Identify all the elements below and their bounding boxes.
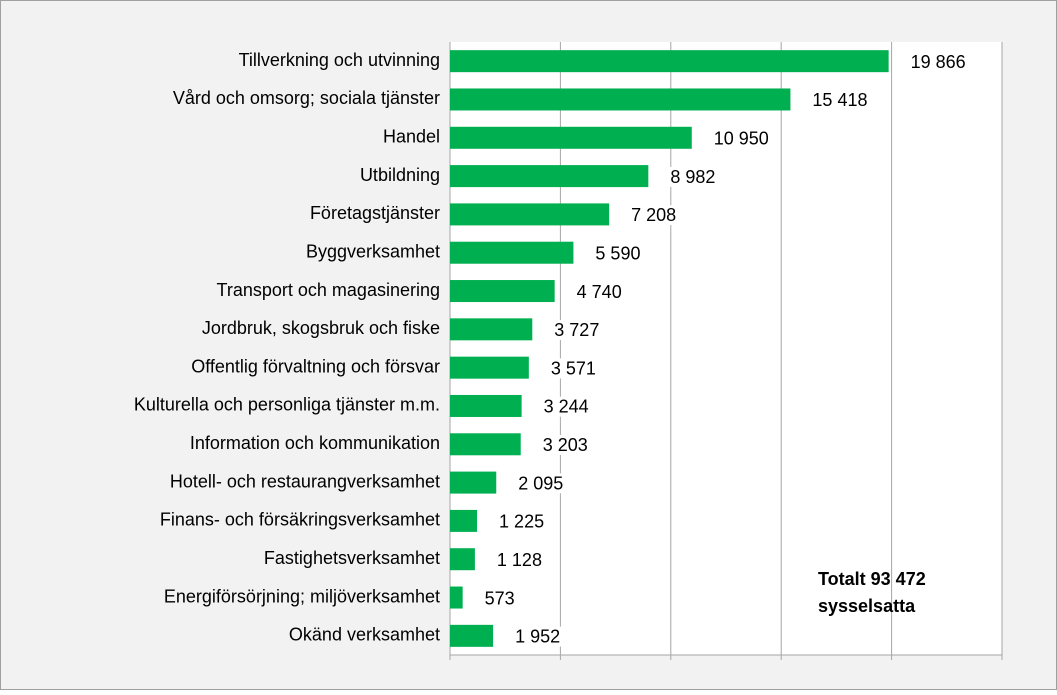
bar — [450, 356, 529, 379]
bar — [450, 241, 574, 264]
bar — [450, 624, 494, 647]
y-tick-label: Jordbruk, skogsbruk och fiske — [202, 318, 440, 338]
y-tick-label: Transport och magasinering — [217, 280, 440, 300]
bar — [450, 126, 692, 149]
value-label-bg — [906, 51, 970, 72]
value-label-bg — [550, 320, 604, 341]
value-label-bg — [511, 626, 565, 647]
value-label: 19 866 — [911, 52, 966, 72]
value-label-bg — [495, 511, 549, 532]
y-tick-label: Kulturella och personliga tjänster m.m. — [134, 395, 440, 415]
y-tick-label: Offentlig förvaltning och försvar — [191, 356, 440, 376]
y-tick-label: Tillverkning och utvinning — [239, 50, 440, 70]
bar — [450, 318, 533, 341]
bar — [450, 165, 649, 188]
bar — [450, 280, 555, 303]
value-label-bg — [480, 588, 519, 609]
value-label-bg — [808, 90, 872, 111]
y-tick-label: Information och kommunikation — [190, 433, 440, 453]
value-label: 4 740 — [577, 282, 622, 302]
value-label-bg — [709, 128, 773, 149]
value-label-bg — [627, 205, 681, 226]
value-label: 3 203 — [543, 435, 588, 455]
bar — [450, 471, 497, 494]
value-label-bg — [539, 396, 593, 417]
y-tick-label: Hotell- och restaurangverksamhet — [170, 471, 440, 491]
bar — [450, 433, 521, 456]
y-tick-label: Handel — [383, 127, 440, 147]
bar — [450, 203, 610, 226]
y-tick-label: Okänd verksamhet — [289, 625, 440, 645]
value-label-bg — [572, 281, 626, 302]
value-label-bg — [591, 243, 645, 264]
bar — [450, 586, 463, 609]
bar — [450, 88, 791, 111]
y-tick-label: Finans- och försäkringsverksamhet — [160, 510, 440, 530]
bar — [450, 548, 475, 571]
value-label: 8 982 — [670, 167, 715, 187]
y-tick-label: Företagstjänster — [310, 203, 440, 223]
value-label: 10 950 — [714, 129, 769, 149]
annotation: Totalt 93 472 — [818, 569, 926, 589]
value-label: 1 128 — [497, 550, 542, 570]
y-tick-label: Byggverksamhet — [306, 241, 440, 261]
value-label: 15 418 — [812, 90, 867, 110]
value-label: 1 952 — [515, 627, 560, 647]
y-tick-label: Energiförsörjning; miljöverksamhet — [164, 586, 440, 606]
y-tick-label: Vård och omsorg; sociala tjänster — [173, 88, 440, 108]
value-label: 7 208 — [631, 205, 676, 225]
bar — [450, 509, 478, 532]
value-label: 3 571 — [551, 358, 596, 378]
value-label: 3 244 — [544, 397, 589, 417]
value-label-bg — [546, 358, 600, 379]
y-tick-label: Utbildning — [360, 165, 440, 185]
value-label-bg — [492, 549, 546, 570]
value-label-bg — [514, 473, 568, 494]
value-label-bg — [666, 166, 720, 187]
bar — [450, 394, 522, 417]
value-label: 1 225 — [499, 512, 544, 532]
value-label: 2 095 — [518, 473, 563, 493]
bar — [450, 50, 889, 73]
value-label: 5 590 — [595, 243, 640, 263]
y-tick-label: Fastighetsverksamhet — [264, 548, 440, 568]
value-label: 3 727 — [554, 320, 599, 340]
value-label-bg — [538, 435, 592, 456]
value-label: 573 — [485, 588, 515, 608]
annotation: sysselsatta — [818, 596, 916, 616]
